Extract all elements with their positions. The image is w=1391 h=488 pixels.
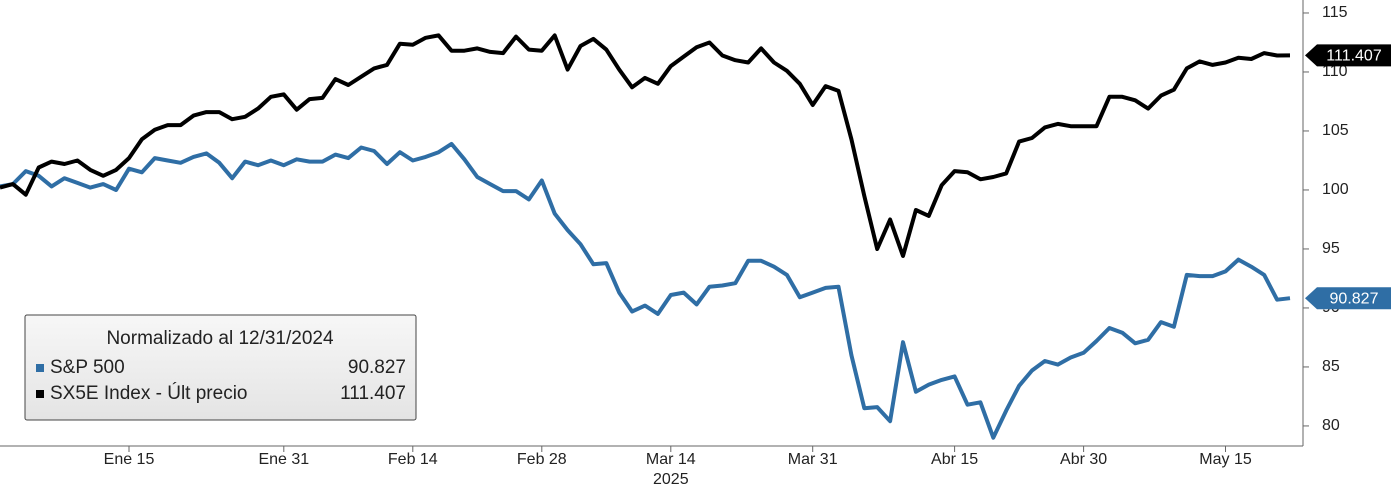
x-tick-label: May 15 xyxy=(1199,451,1252,468)
x-tick-label: Ene 31 xyxy=(258,451,309,468)
y-tick-label: 85 xyxy=(1322,358,1340,375)
legend-label: S&P 500 xyxy=(50,357,125,378)
x-tick-label: Mar 31 xyxy=(788,451,838,468)
x-tick-label: Mar 14 xyxy=(646,451,696,468)
x-tick-label: Abr 30 xyxy=(1060,451,1107,468)
legend-value: 90.827 xyxy=(348,357,406,378)
last-value-tag xyxy=(1305,287,1391,310)
last-value-tag xyxy=(1305,44,1391,67)
last-value-label: 111.407 xyxy=(1326,48,1382,65)
series-line xyxy=(0,141,1291,440)
legend-value: 111.407 xyxy=(340,383,406,404)
y-tick-label: 115 xyxy=(1322,4,1348,21)
x-tick-label: Feb 28 xyxy=(517,451,567,468)
y-tick-label: 105 xyxy=(1322,122,1349,139)
x-tick-label: Feb 14 xyxy=(388,451,438,468)
y-tick-label: 100 xyxy=(1322,181,1349,198)
last-value-label: 90.827 xyxy=(1330,290,1379,307)
legend-label: SX5E Index - Últ precio xyxy=(50,382,247,404)
plot xyxy=(0,33,1291,440)
x-tick-label: Abr 15 xyxy=(931,451,978,468)
y-tick-label: 95 xyxy=(1322,240,1340,257)
y-tick-label: 80 xyxy=(1322,417,1340,434)
legend-marker xyxy=(36,364,44,372)
legend: Normalizado al 12/31/2024 S&P 500 90.827 S… xyxy=(24,314,417,421)
series-line xyxy=(0,33,1291,258)
x-tick-label: Ene 15 xyxy=(104,451,155,468)
legend-marker xyxy=(36,390,44,398)
legend-title: Normalizado al 12/31/2024 xyxy=(106,328,334,349)
legend-box xyxy=(24,314,417,421)
y-tick-label: 110 xyxy=(1322,63,1348,80)
x-sublabel: 2025 xyxy=(653,471,689,488)
